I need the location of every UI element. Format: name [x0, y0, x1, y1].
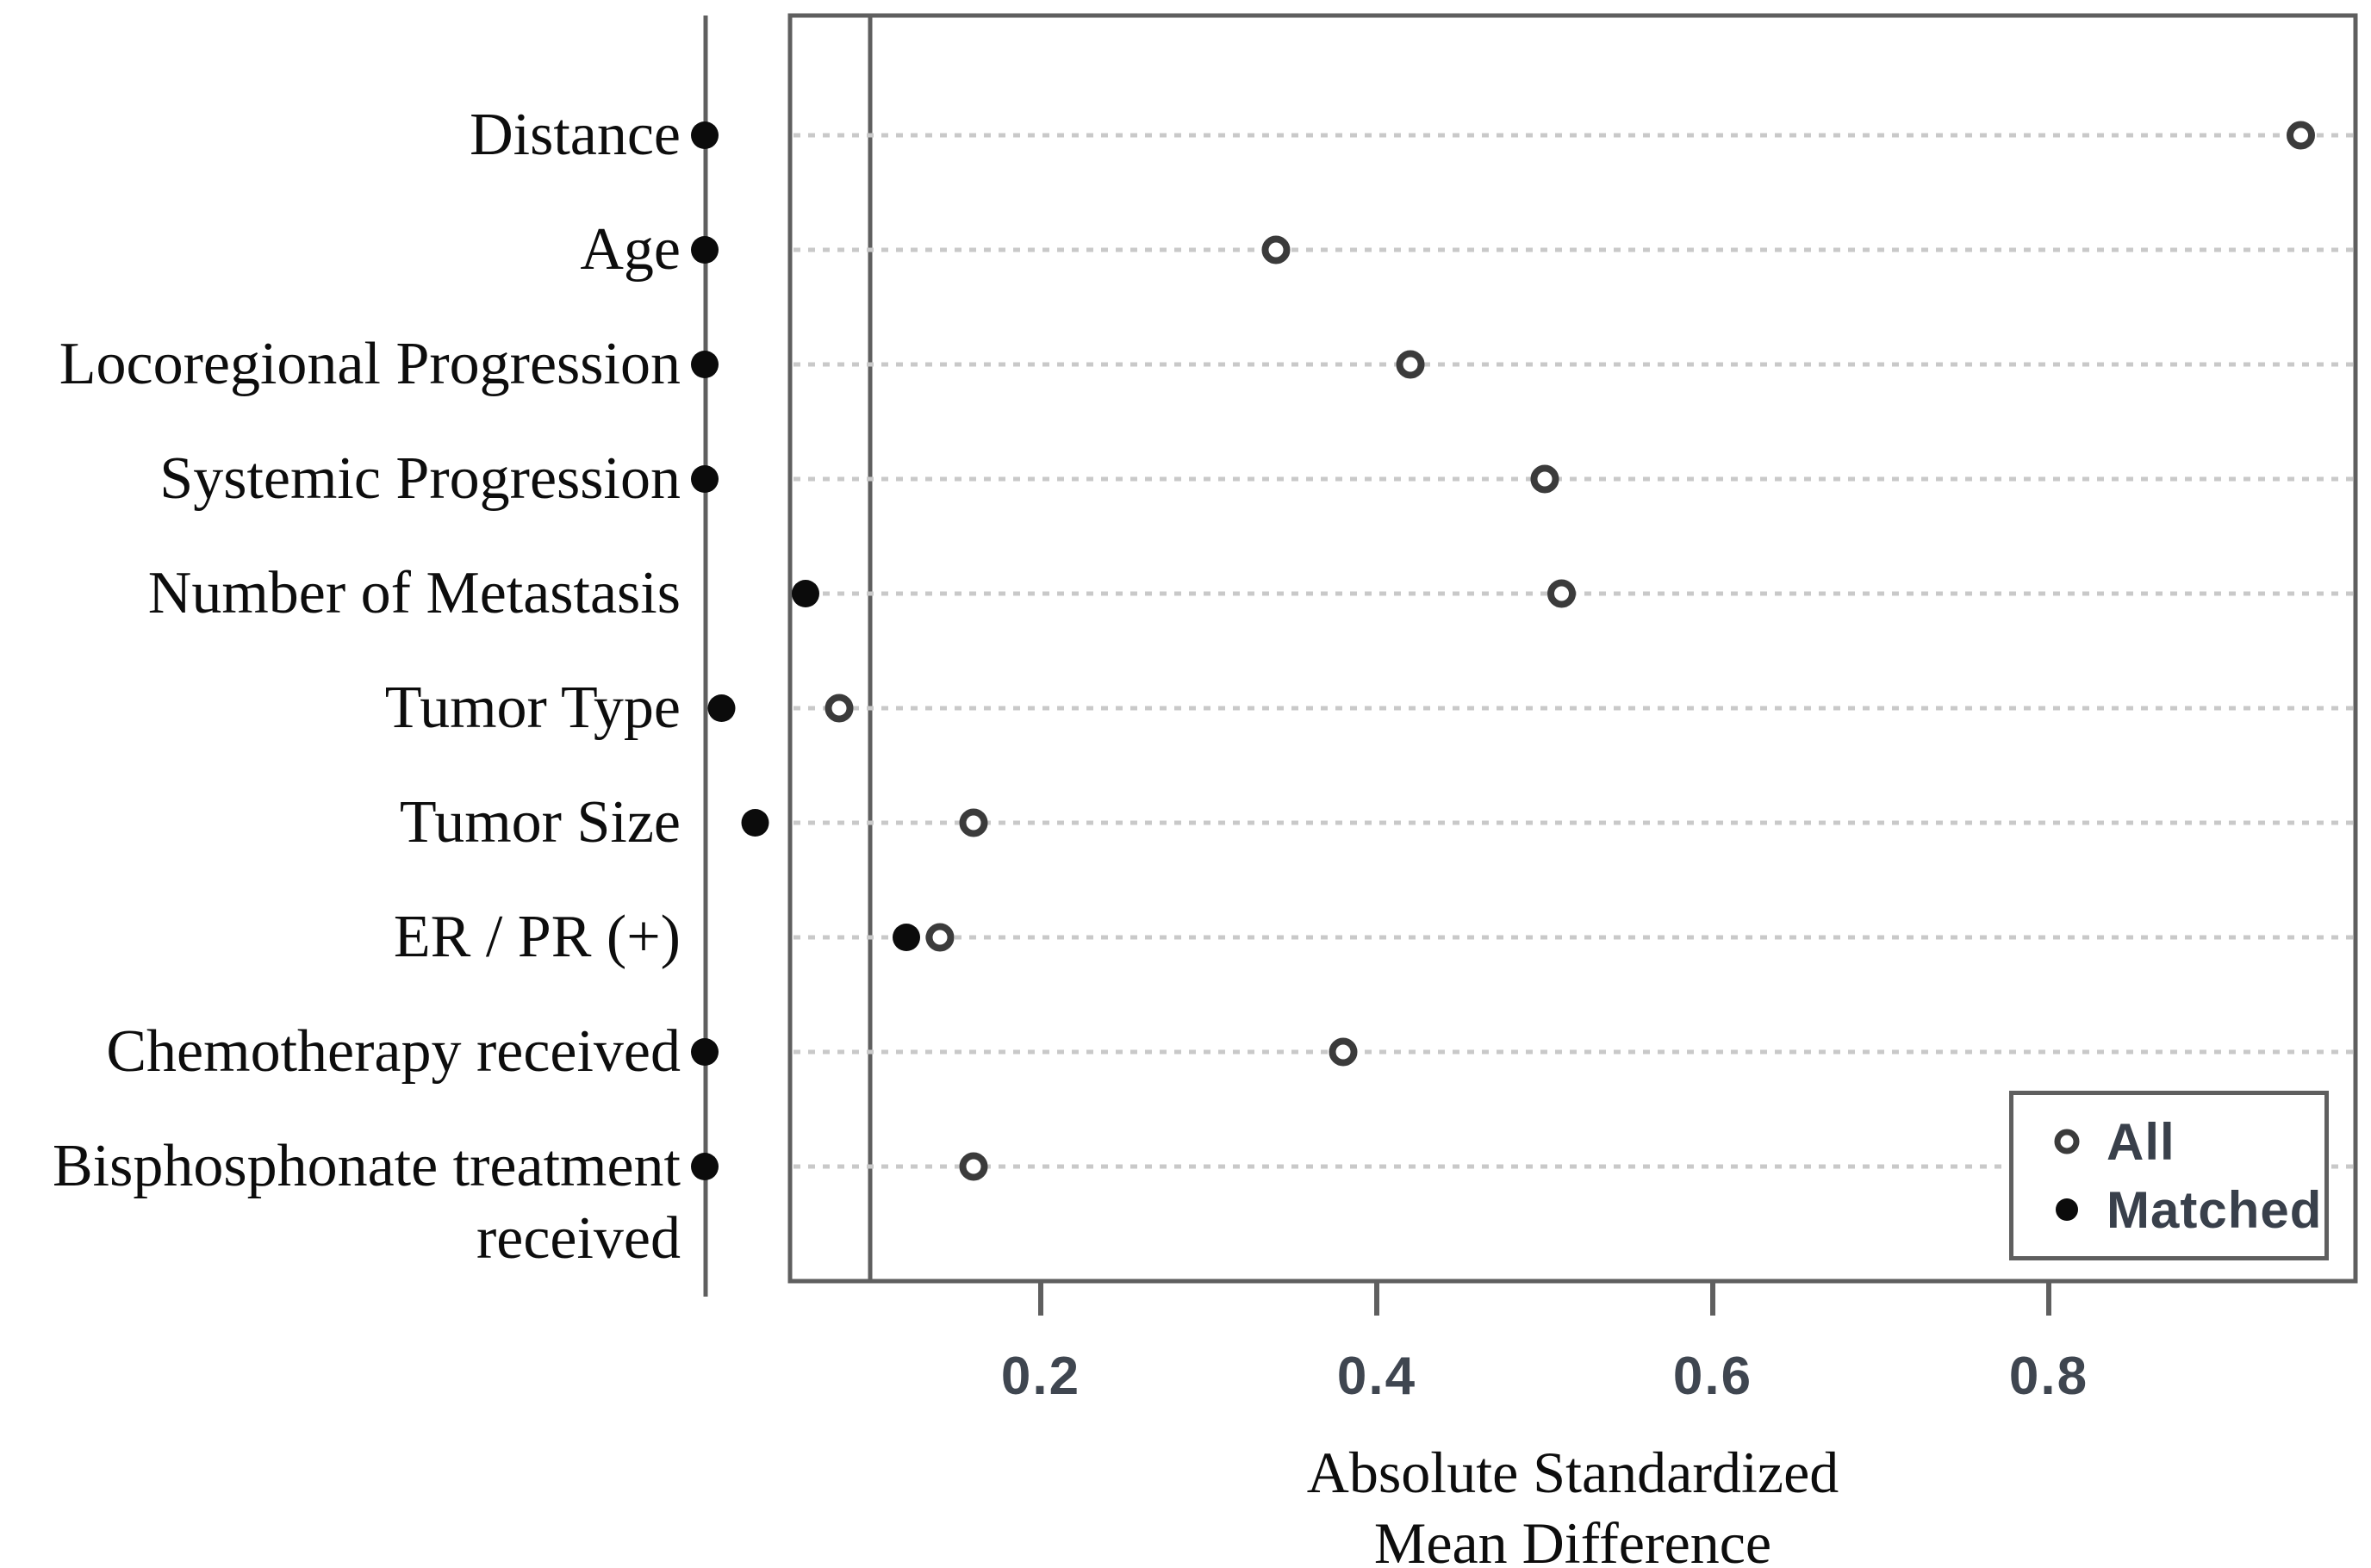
data-point-matched — [707, 694, 736, 722]
open-circle-icon — [2054, 1129, 2080, 1154]
x-tick-label: 0.2 — [1001, 1347, 1080, 1406]
y-axis-label: Bisphosphonate treatment received — [52, 1133, 681, 1272]
legend-label-all: All — [2107, 1112, 2175, 1171]
y-axis-label: Tumor Size — [399, 789, 681, 856]
data-point-all — [825, 694, 854, 723]
data-point-all — [1530, 464, 1559, 494]
plot-area — [787, 13, 2358, 1284]
y-axis-label: Tumor Type — [384, 675, 681, 741]
data-point-matched — [691, 1153, 719, 1180]
y-axis-label: Locoregional Progression — [59, 331, 681, 397]
x-axis-title-line2: Mean Difference — [1373, 1510, 1772, 1568]
x-axis-ticks: 0.2 0.4 0.6 0.8 — [1001, 1283, 2088, 1406]
x-axis-title: Absolute Standardized Mean Difference — [790, 1437, 2355, 1568]
data-point-matched — [691, 121, 719, 149]
y-axis-label: ER / PR (+) — [393, 904, 681, 970]
y-axis-label: Age — [580, 216, 681, 283]
data-point-all — [1396, 350, 1425, 379]
y-axis-label: Systemic Progression — [159, 445, 681, 512]
data-point-matched — [691, 465, 719, 493]
data-point-matched — [691, 1038, 719, 1066]
legend-label-matched: Matched — [2107, 1180, 2323, 1239]
data-point-all — [1261, 235, 1291, 264]
x-axis-title-line1: Absolute Standardized — [1306, 1440, 1839, 1505]
data-point-matched — [691, 351, 719, 378]
legend-item-all: All — [2048, 1112, 2324, 1172]
data-point-all — [959, 1152, 988, 1181]
y-axis-label: Distance — [470, 102, 681, 168]
x-tick-label: 0.8 — [2009, 1347, 2088, 1406]
data-point-all — [1547, 579, 1576, 608]
data-point-matched — [893, 924, 920, 951]
x-tick-label: 0.4 — [1337, 1347, 1416, 1406]
legend: All Matched — [2009, 1091, 2329, 1260]
data-points — [691, 121, 2315, 1181]
data-point-all — [959, 808, 988, 837]
y-axis-label: Number of Metastasis — [147, 560, 681, 626]
y-axis-label: Chemotherapy received — [106, 1018, 681, 1085]
data-point-all — [925, 923, 955, 952]
data-point-matched — [792, 580, 819, 607]
legend-item-matched: Matched — [2048, 1180, 2324, 1240]
data-point-all — [1329, 1037, 1358, 1067]
filled-circle-icon — [2056, 1198, 2078, 1221]
data-point-matched — [741, 809, 769, 837]
data-point-all — [2287, 121, 2315, 150]
x-tick-label: 0.6 — [1673, 1347, 1752, 1406]
data-point-matched — [691, 236, 719, 264]
